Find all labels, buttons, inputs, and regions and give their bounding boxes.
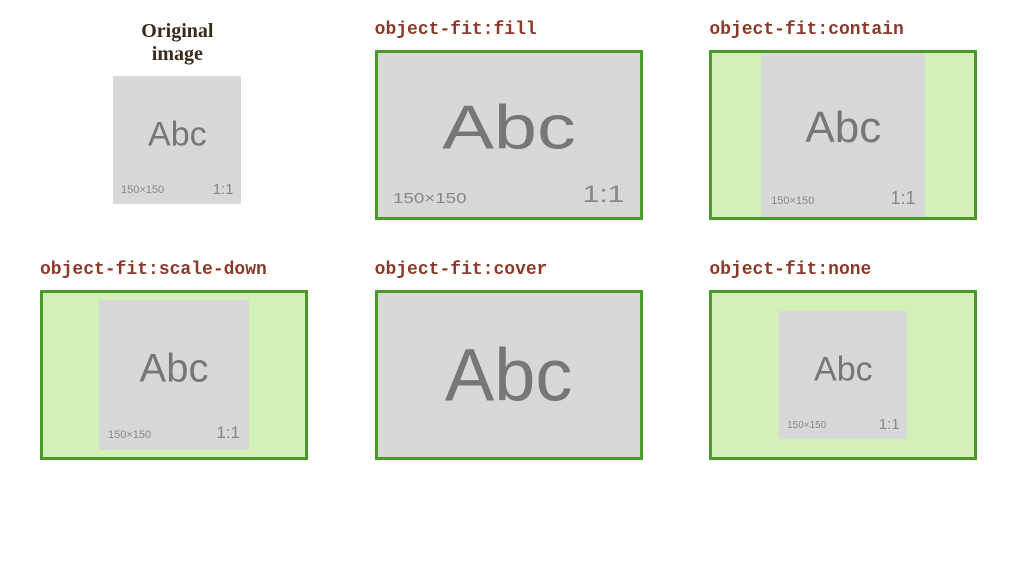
tile-abc: Abc (140, 347, 209, 392)
tile-ratio: 1:1 (216, 423, 240, 443)
tile-abc: Abc (148, 115, 207, 154)
tile-abc: Abc (445, 333, 573, 418)
tile-abc: Abc (814, 350, 873, 389)
tile-ratio: 1:1 (890, 188, 915, 209)
tile-abc: Abc (805, 103, 881, 153)
examples-grid: Original image Abc 150×150 1:1 object-fi… (40, 20, 984, 460)
tile-fill: Abc 150×150 1:1 (378, 53, 640, 217)
cell-contain: object-fit:contain Abc 150×150 1:1 (709, 20, 984, 220)
cell-fill: object-fit:fill Abc 150×150 1:1 (375, 20, 650, 220)
original-tile: Abc 150×150 1:1 (113, 76, 241, 204)
original-title-line1: Original (141, 20, 213, 42)
label-scale-down: object-fit:scale-down (40, 260, 267, 280)
tile-scale-down: Abc 150×150 1:1 (99, 300, 249, 450)
cell-scale-down: object-fit:scale-down Abc 150×150 1:1 (40, 260, 315, 460)
frame-scale-down: Abc 150×150 1:1 (40, 290, 308, 460)
tile-dims: 150×150 (393, 190, 467, 207)
cell-cover: object-fit:cover Abc (375, 260, 650, 460)
label-contain: object-fit:contain (709, 20, 903, 40)
frame-none: Abc 150×150 1:1 (709, 290, 977, 460)
tile-dims: 150×150 (771, 195, 814, 207)
frame-fill: Abc 150×150 1:1 (375, 50, 643, 220)
label-none: object-fit:none (709, 260, 871, 280)
tile-abc: Abc (442, 93, 576, 164)
label-fill: object-fit:fill (375, 20, 537, 40)
original-title-line2: image (152, 43, 203, 65)
frame-cover: Abc (375, 290, 643, 460)
tile-ratio: 1:1 (582, 181, 624, 209)
tile-ratio: 1:1 (879, 416, 900, 433)
tile-contain: Abc 150×150 1:1 (761, 53, 925, 217)
cell-none: object-fit:none Abc 150×150 1:1 (709, 260, 984, 460)
tile-cover: Abc (378, 290, 640, 460)
tile-dims: 150×150 (108, 429, 151, 441)
label-cover: object-fit:cover (375, 260, 548, 280)
tile-dims: 150×150 (121, 184, 164, 196)
cell-original: Original image Abc 150×150 1:1 (40, 20, 315, 220)
original-title: Original image (141, 20, 213, 66)
frame-contain: Abc 150×150 1:1 (709, 50, 977, 220)
tile-none: Abc 150×150 1:1 (779, 311, 907, 439)
tile-dims: 150×150 (787, 420, 826, 431)
tile-ratio: 1:1 (213, 181, 234, 198)
